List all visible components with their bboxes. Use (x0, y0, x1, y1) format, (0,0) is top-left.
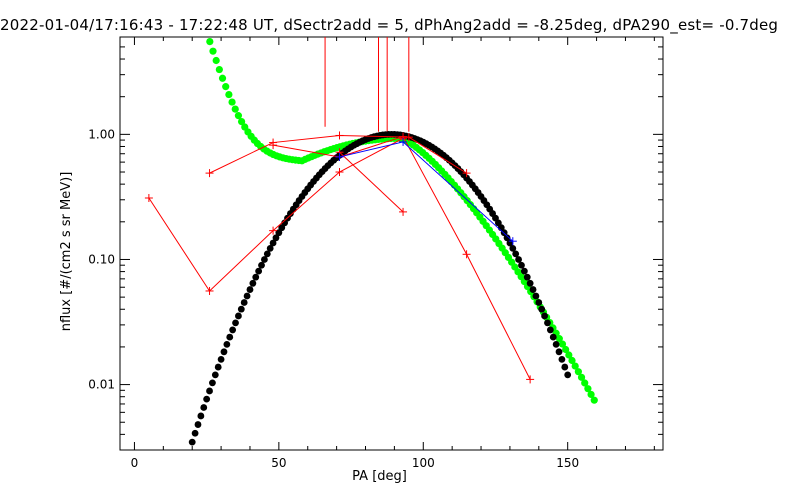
green-fit-point (209, 47, 217, 55)
x-tick-label: 50 (271, 456, 286, 470)
black-fit-point (541, 312, 548, 320)
y-axis-label: nflux [#/(cm2 s sr MeV)] (59, 172, 74, 332)
black-fit-point (223, 340, 231, 348)
black-fit-point (518, 261, 525, 269)
black-fit-point (243, 292, 251, 300)
green-fit-point (215, 65, 223, 74)
green-fit-point (587, 390, 595, 399)
black-fit-point (263, 250, 271, 258)
black-fit-point (544, 319, 551, 327)
black-fit-point (200, 404, 208, 411)
y-tick-label: 0.10 (88, 252, 115, 266)
black-fit-point (552, 340, 560, 348)
black-fit-point (209, 379, 216, 387)
black-fit-point (206, 387, 213, 395)
black-fit-point (226, 333, 234, 341)
y-tick-label: 0.01 (88, 378, 115, 392)
black-fit-point (546, 326, 554, 334)
black-fit-point (194, 421, 202, 428)
green-fit-point (590, 396, 598, 404)
black-fit-point (564, 371, 572, 379)
green-fit-point (571, 362, 579, 370)
black-fit-point (261, 256, 268, 263)
black-fit-point (249, 279, 257, 287)
black-fit-point (266, 244, 274, 252)
black-fit-point (191, 429, 199, 437)
x-tick-label: 150 (556, 456, 579, 470)
black-fit-point (512, 250, 520, 258)
black-fit-point (272, 234, 280, 242)
black-fit-point (549, 333, 557, 341)
green-fit-point (206, 38, 214, 46)
green-fit-point (228, 98, 236, 106)
black-fit-point (240, 299, 248, 306)
black-fit-point (217, 355, 225, 363)
green-fit-point (555, 335, 563, 343)
red-series-line (148, 137, 404, 292)
black-fit-point (211, 371, 219, 379)
black-fit-point (555, 348, 563, 356)
black-fit-point (258, 261, 265, 269)
black-fit-point (269, 239, 277, 247)
plot-frame (119, 36, 664, 451)
green-fit-point (562, 345, 570, 354)
green-fit-point (568, 356, 576, 365)
black-fit-point (220, 348, 228, 356)
black-fit-point (509, 244, 517, 252)
green-fit-point (218, 74, 227, 82)
green-fit-point (565, 351, 573, 359)
black-fit-point (232, 319, 239, 327)
black-fit-point (197, 412, 205, 420)
green-fit-point (225, 90, 233, 99)
black-fit-point (532, 292, 540, 300)
black-fit-point (529, 286, 537, 293)
black-fit-point (561, 363, 569, 371)
black-fit-point (235, 312, 242, 320)
x-tick-label: 100 (412, 456, 435, 470)
black-fit-point (535, 299, 543, 306)
black-fit-point (558, 355, 566, 363)
black-fit-point (214, 363, 222, 371)
green-fit-point (212, 56, 220, 65)
x-axis-label: PA [deg] (352, 469, 407, 484)
green-fit-point (577, 373, 586, 381)
green-fit-point (231, 105, 239, 113)
red-series-line (272, 135, 531, 380)
black-fit-point (275, 229, 283, 237)
black-fit-point (229, 326, 237, 334)
green-fit-point (237, 117, 246, 126)
green-fit-point (558, 340, 567, 348)
black-fit-point (237, 305, 245, 313)
black-fit-point (520, 267, 528, 275)
black-fit-point (515, 256, 522, 263)
green-fit-point (222, 83, 230, 91)
black-fit-point (188, 438, 196, 446)
y-tick-label: 1.00 (88, 127, 115, 141)
black-fit-point (255, 267, 263, 275)
red-series-line (339, 151, 404, 213)
green-fit-point (581, 379, 589, 387)
chart-title: 2022-01-04/17:16:43 - 17:22:48 UT, dSect… (0, 16, 779, 34)
black-fit-point (252, 273, 260, 281)
black-fit-point (203, 395, 211, 403)
black-fit-point (503, 234, 511, 242)
black-fit-point (538, 305, 546, 313)
black-fit-point (523, 273, 531, 281)
black-fit-point (526, 279, 534, 287)
green-fit-point (574, 368, 582, 376)
x-tick-label: 0 (131, 456, 139, 470)
black-fit-point (246, 286, 254, 293)
green-fit-point (234, 112, 243, 120)
green-fit-point (584, 385, 592, 393)
